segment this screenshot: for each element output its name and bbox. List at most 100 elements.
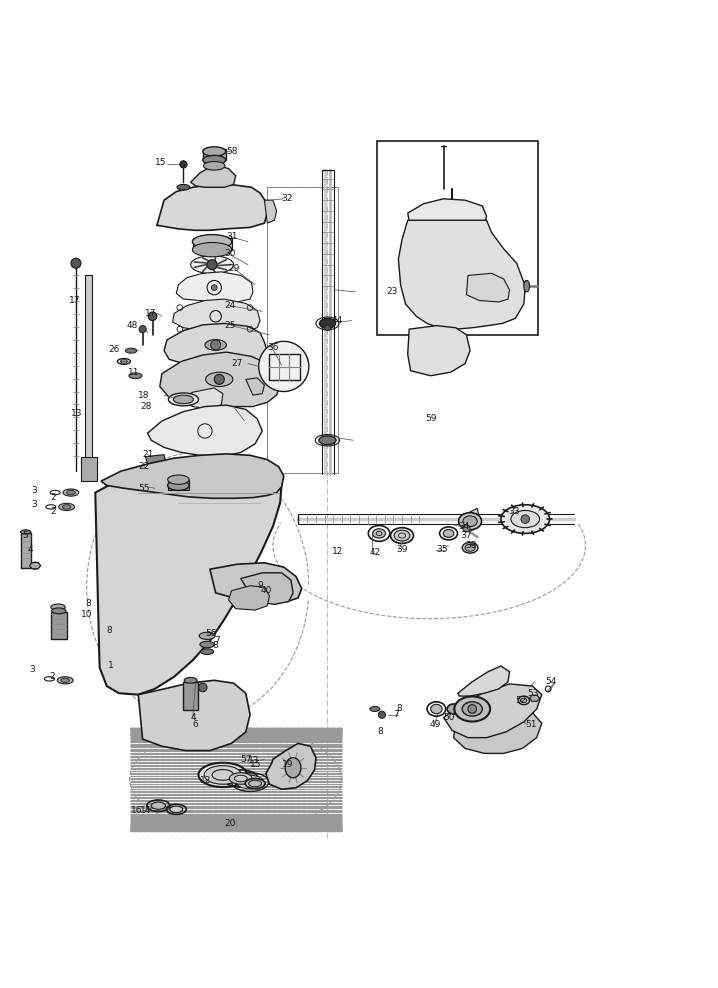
Ellipse shape xyxy=(59,503,75,511)
Ellipse shape xyxy=(204,766,241,784)
Polygon shape xyxy=(408,199,487,238)
Text: 57: 57 xyxy=(241,755,252,764)
Ellipse shape xyxy=(190,256,233,274)
Text: 52: 52 xyxy=(516,696,526,704)
Text: 20: 20 xyxy=(224,819,236,828)
Polygon shape xyxy=(444,684,542,738)
Text: 12: 12 xyxy=(332,546,343,556)
Circle shape xyxy=(139,326,146,333)
Text: 3: 3 xyxy=(31,486,37,495)
Ellipse shape xyxy=(462,542,478,553)
Text: 17: 17 xyxy=(69,296,80,305)
Polygon shape xyxy=(228,586,269,611)
Text: 8: 8 xyxy=(85,599,91,609)
Text: 37: 37 xyxy=(461,532,472,540)
Text: 36: 36 xyxy=(267,343,279,352)
Text: 49: 49 xyxy=(429,720,441,729)
Ellipse shape xyxy=(129,372,142,378)
Ellipse shape xyxy=(370,706,380,711)
Text: 8: 8 xyxy=(107,625,113,634)
Text: 25: 25 xyxy=(224,321,236,330)
Bar xyxy=(202,148,225,160)
Circle shape xyxy=(210,340,220,350)
Text: 10: 10 xyxy=(81,610,93,618)
Text: 6: 6 xyxy=(192,720,198,729)
Polygon shape xyxy=(101,453,284,498)
Ellipse shape xyxy=(199,632,215,639)
Text: 13: 13 xyxy=(71,409,83,418)
Bar xyxy=(269,355,299,380)
Ellipse shape xyxy=(236,776,264,788)
Ellipse shape xyxy=(21,530,31,535)
Polygon shape xyxy=(454,707,542,754)
Ellipse shape xyxy=(391,528,414,543)
Polygon shape xyxy=(146,454,166,464)
Circle shape xyxy=(463,525,470,532)
Circle shape xyxy=(71,258,81,269)
Ellipse shape xyxy=(447,704,460,714)
Ellipse shape xyxy=(229,773,252,784)
Text: 15: 15 xyxy=(250,761,261,770)
Ellipse shape xyxy=(174,395,193,404)
Text: 28: 28 xyxy=(141,402,151,411)
Ellipse shape xyxy=(177,185,190,190)
Bar xyxy=(168,479,189,490)
Ellipse shape xyxy=(463,516,477,527)
Bar xyxy=(51,613,67,639)
Bar xyxy=(21,534,31,568)
Circle shape xyxy=(258,342,309,391)
Circle shape xyxy=(378,711,386,718)
Circle shape xyxy=(207,260,217,270)
Ellipse shape xyxy=(511,511,540,528)
Text: 59: 59 xyxy=(425,414,437,423)
Text: 32: 32 xyxy=(281,195,293,204)
Text: 13: 13 xyxy=(248,756,259,765)
Ellipse shape xyxy=(373,529,386,538)
Text: 8: 8 xyxy=(212,641,218,650)
Ellipse shape xyxy=(203,161,225,170)
Polygon shape xyxy=(29,562,41,569)
Ellipse shape xyxy=(459,513,482,530)
Text: 5: 5 xyxy=(22,532,28,540)
Text: 16: 16 xyxy=(131,806,143,815)
Circle shape xyxy=(325,325,330,331)
Text: 58: 58 xyxy=(226,147,238,156)
Text: 14: 14 xyxy=(141,806,151,815)
Text: 26: 26 xyxy=(108,345,120,354)
Bar xyxy=(192,238,232,250)
Text: 12: 12 xyxy=(200,777,211,785)
Text: 7: 7 xyxy=(214,636,220,645)
Text: 18: 18 xyxy=(139,390,150,399)
Polygon shape xyxy=(241,573,293,605)
Ellipse shape xyxy=(184,678,197,683)
Ellipse shape xyxy=(52,608,66,614)
Polygon shape xyxy=(95,462,281,695)
Polygon shape xyxy=(164,323,267,367)
Ellipse shape xyxy=(198,763,247,787)
Circle shape xyxy=(211,285,217,290)
Text: 11: 11 xyxy=(129,368,140,376)
Polygon shape xyxy=(530,696,540,701)
Text: 4: 4 xyxy=(28,545,34,554)
Polygon shape xyxy=(139,681,250,751)
Ellipse shape xyxy=(431,704,442,713)
Bar xyxy=(377,141,538,335)
Circle shape xyxy=(180,161,187,168)
Ellipse shape xyxy=(205,340,226,351)
Text: 34: 34 xyxy=(458,522,470,531)
Text: 17: 17 xyxy=(146,309,157,318)
Text: 9: 9 xyxy=(257,581,263,590)
Text: 50: 50 xyxy=(444,713,455,722)
Text: 24: 24 xyxy=(224,301,236,310)
Circle shape xyxy=(198,683,207,692)
Polygon shape xyxy=(467,274,510,302)
Polygon shape xyxy=(148,405,262,456)
Polygon shape xyxy=(264,201,276,223)
Text: 19: 19 xyxy=(281,761,293,770)
Ellipse shape xyxy=(205,372,233,386)
Text: 8: 8 xyxy=(396,704,402,713)
Text: 3: 3 xyxy=(29,665,35,674)
Bar xyxy=(267,188,337,472)
Ellipse shape xyxy=(192,242,232,257)
Circle shape xyxy=(521,515,530,524)
